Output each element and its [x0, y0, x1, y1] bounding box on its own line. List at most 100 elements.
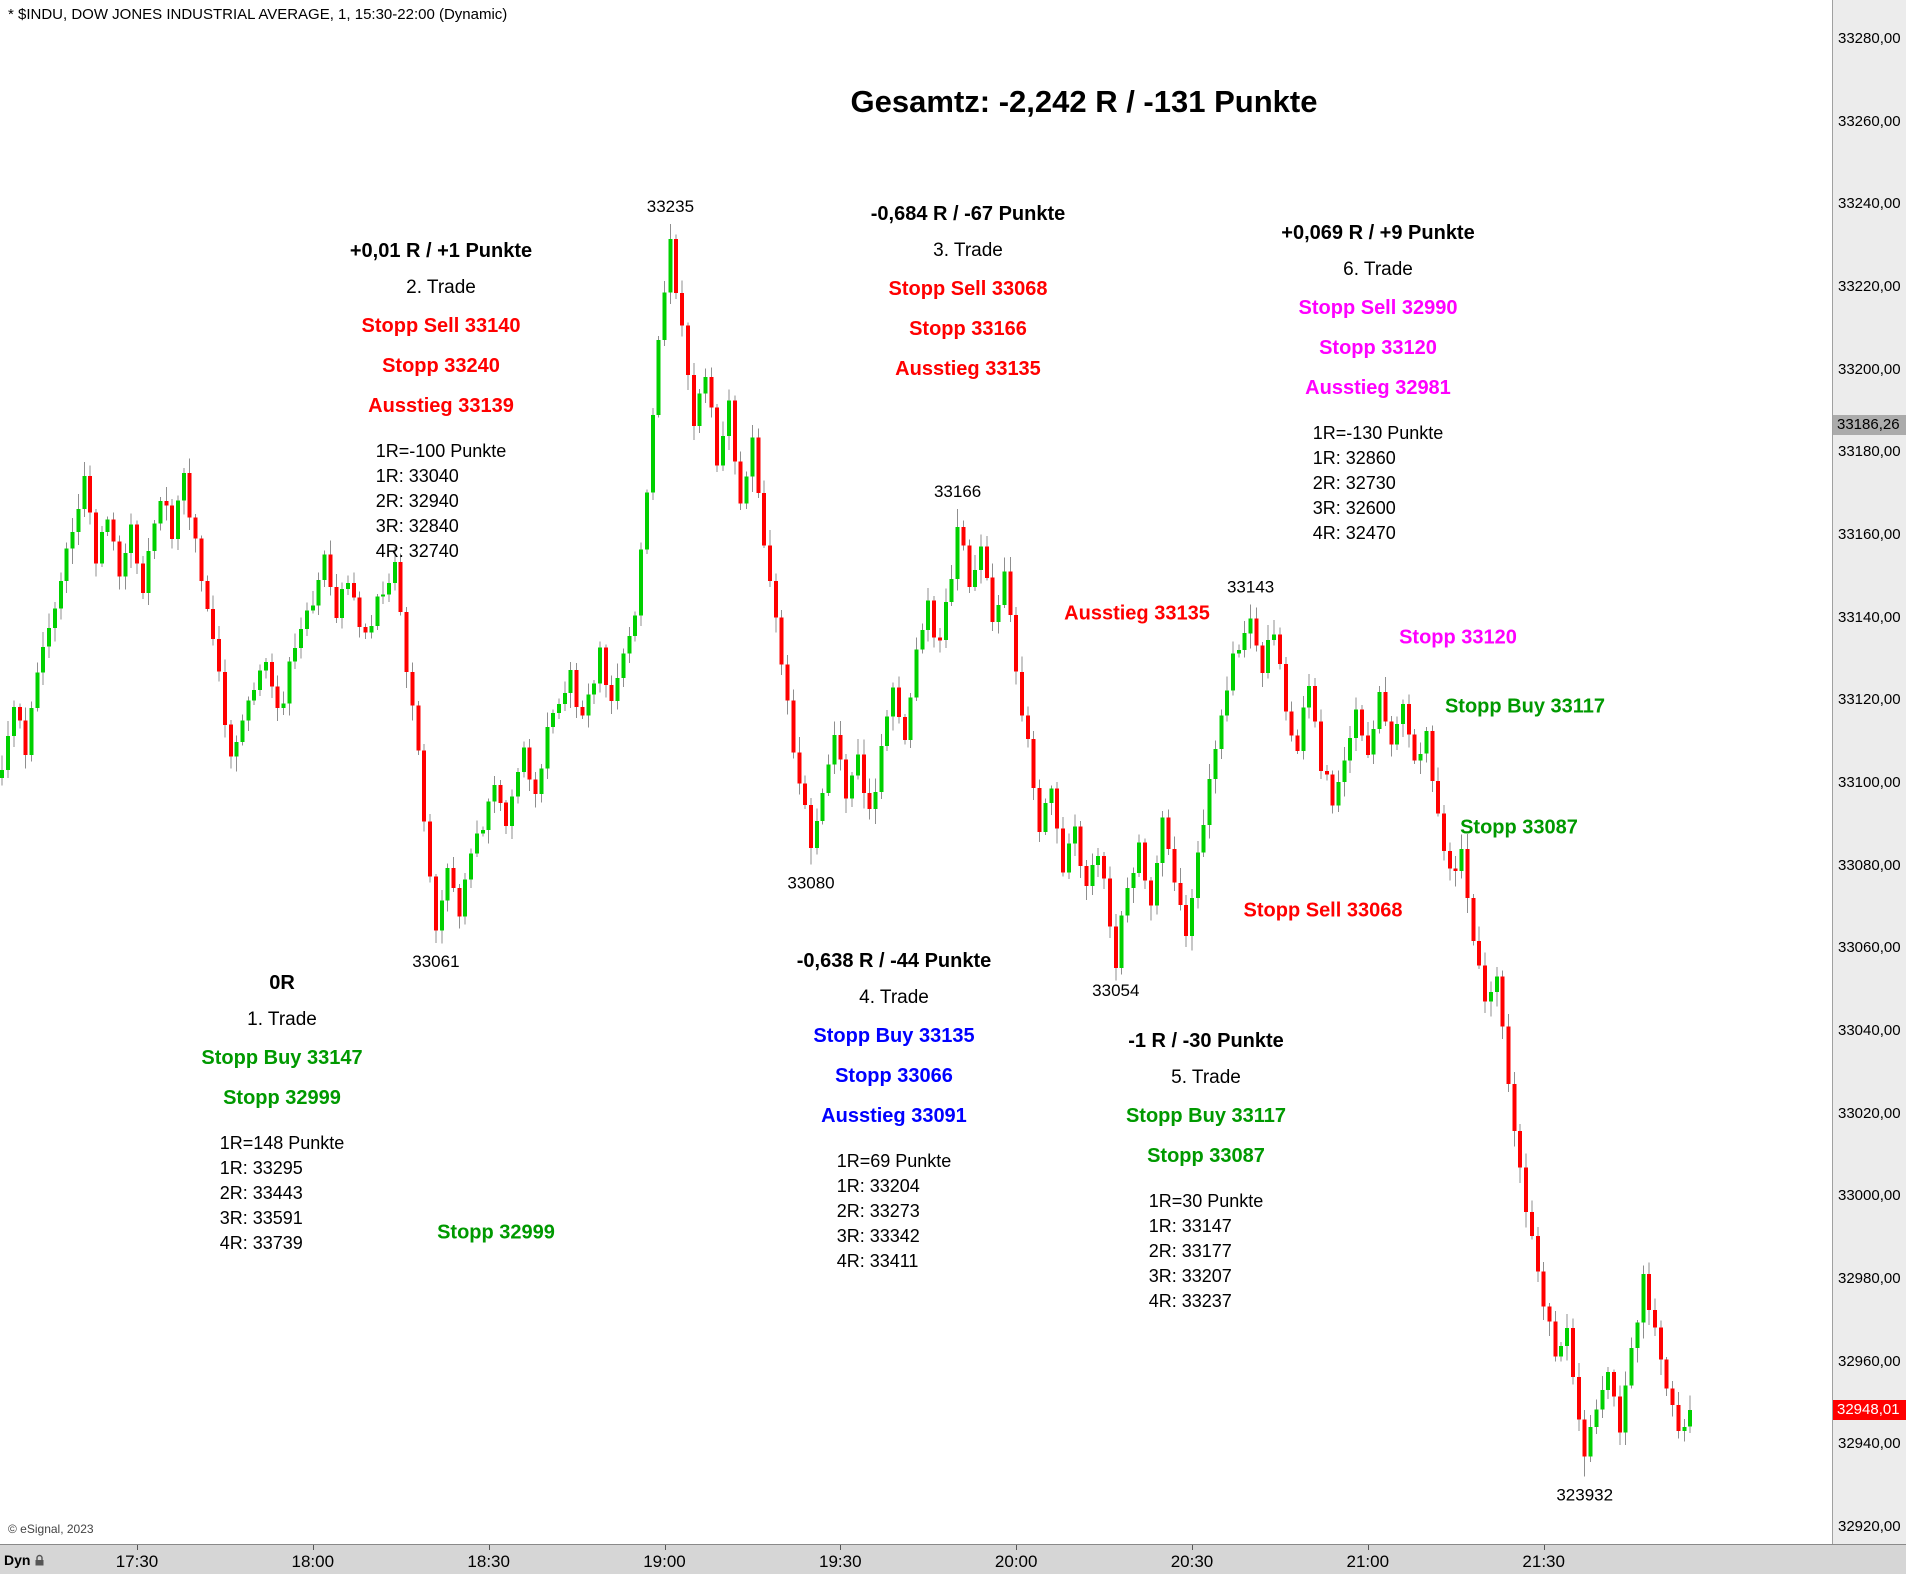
- risk-per-r: 1R=-130 Punkte: [1312, 423, 1444, 443]
- candle-body: [105, 519, 110, 532]
- dyn-scale-label[interactable]: Dyn: [4, 1552, 31, 1568]
- candle-body: [1107, 878, 1112, 927]
- candle-body: [1500, 976, 1505, 1027]
- price-tick-label: 33280,00: [1838, 30, 1901, 47]
- candle-body: [480, 829, 485, 834]
- candle-body: [135, 524, 139, 564]
- time-tick-mark: [840, 1545, 842, 1550]
- candle-body: [211, 608, 216, 639]
- candle-body: [510, 796, 515, 826]
- candle-body: [1178, 882, 1183, 905]
- candle-body: [193, 517, 198, 539]
- candle-body: [1102, 855, 1107, 879]
- candle-body: [727, 400, 731, 436]
- candle-body: [1547, 1306, 1552, 1322]
- candle-body: [228, 724, 233, 757]
- candle-body: [738, 461, 743, 504]
- candle-body: [1014, 615, 1019, 672]
- candle-body: [1494, 976, 1499, 992]
- candle-body: [1629, 1348, 1634, 1386]
- candle-body: [650, 414, 655, 493]
- candle-body: [457, 887, 462, 917]
- candle-body: [410, 672, 415, 706]
- candle-body: [1594, 1409, 1599, 1427]
- time-tick-label: 17:30: [115, 1552, 159, 1571]
- trade-stop-line: Ausstieg 32981: [1305, 377, 1451, 399]
- trade-risk-table: 1R=-100 Punkte 1R: 33040 2R: 32940 3R: 3…: [376, 439, 507, 564]
- candle-body: [199, 538, 204, 581]
- candle-body: [1406, 704, 1411, 735]
- candle-body: [803, 783, 808, 806]
- candle-body: [1670, 1388, 1675, 1405]
- candle-body: [598, 647, 602, 684]
- time-tick-mark: [1192, 1545, 1193, 1550]
- trade-name: 1. Trade: [247, 1009, 317, 1030]
- candle-body: [844, 759, 849, 799]
- candle-body: [263, 662, 268, 671]
- trade-stop-line: Stopp 33166: [909, 318, 1027, 340]
- candle-body: [1377, 692, 1382, 730]
- candle-body: [680, 292, 685, 326]
- candle-body: [1559, 1346, 1564, 1357]
- candle-body: [305, 610, 309, 630]
- candle-body: [1313, 686, 1318, 722]
- price-tick-label: 32980,00: [1838, 1269, 1901, 1287]
- candle-body: [779, 617, 784, 665]
- candle-body: [1260, 645, 1265, 673]
- candle-body: [1066, 843, 1071, 873]
- trade-risk-table: 1R=69 Punkte 1R: 33204 2R: 33273 3R: 333…: [837, 1149, 952, 1274]
- candle-body: [1529, 1212, 1534, 1236]
- time-tick-mark: [1016, 1545, 1018, 1550]
- candle-body: [1213, 749, 1218, 779]
- candle-body: [932, 600, 937, 638]
- candle-body: [164, 500, 169, 506]
- candle-body: [1318, 721, 1323, 772]
- candle-body: [123, 553, 128, 577]
- candle-body: [275, 686, 280, 708]
- copyright: © eSignal, 2023: [8, 1522, 94, 1536]
- candle-body: [1231, 653, 1235, 691]
- candle-body: [1236, 650, 1241, 654]
- trade-risk-table: 1R=-130 Punkte 1R: 32860 2R: 32730 3R: 3…: [1313, 421, 1444, 546]
- candle-body: [11, 706, 16, 736]
- candle-body: [1307, 686, 1312, 708]
- candle-body: [1008, 571, 1013, 616]
- candle-body: [609, 685, 614, 702]
- trade-result: -0,684 R / -67 Punkte: [870, 203, 1066, 225]
- candle-body: [627, 635, 632, 654]
- trade-result: +0,01 R / +1 Punkte: [349, 240, 533, 262]
- candle-body: [1424, 731, 1429, 754]
- candle-body: [1113, 926, 1118, 968]
- candle-body: [1623, 1385, 1628, 1433]
- candlestick-chart[interactable]: 33235 33166 33143 33061 33080 33054 323932: [0, 0, 1832, 1544]
- candle-body: [76, 508, 81, 533]
- candle-body: [1254, 618, 1259, 646]
- candle-body: [463, 879, 468, 917]
- candle-body: [1395, 724, 1400, 745]
- candle-body: [1190, 898, 1194, 937]
- candle-body: [504, 802, 509, 826]
- candle-body: [697, 393, 702, 426]
- target-3r: 3R: 32600: [1312, 498, 1396, 518]
- time-tick-label: 21:30: [1522, 1552, 1565, 1571]
- lock-icon[interactable]: [33, 1554, 46, 1567]
- candle-body: [1342, 760, 1347, 782]
- price-axis[interactable]: 33280,00 33260,00 33240,00 33220,00 33200,00…: [1832, 0, 1906, 1544]
- candle-body: [486, 801, 491, 830]
- price-tick-label: 32940,00: [1838, 1435, 1901, 1453]
- dyn-scale-control[interactable]: Dyn: [4, 1552, 46, 1568]
- time-axis[interactable]: Dyn 17:30 18:00 18:30 19:00 19:30 20:00 20:30 2…: [0, 1544, 1906, 1574]
- candle-body: [1336, 781, 1341, 806]
- candle-body: [1483, 965, 1488, 1002]
- price-point-label: 33061: [412, 952, 459, 971]
- candle-body: [1653, 1309, 1657, 1328]
- candle-body: [1442, 813, 1446, 851]
- candle-body: [1195, 852, 1200, 899]
- price-tick-label: 33180,00: [1838, 443, 1901, 461]
- price-tick-label: 33260,00: [1838, 112, 1901, 130]
- candle-body: [914, 649, 919, 698]
- candle-body: [234, 742, 239, 757]
- candle-body: [392, 561, 397, 583]
- candle-body: [1535, 1236, 1540, 1272]
